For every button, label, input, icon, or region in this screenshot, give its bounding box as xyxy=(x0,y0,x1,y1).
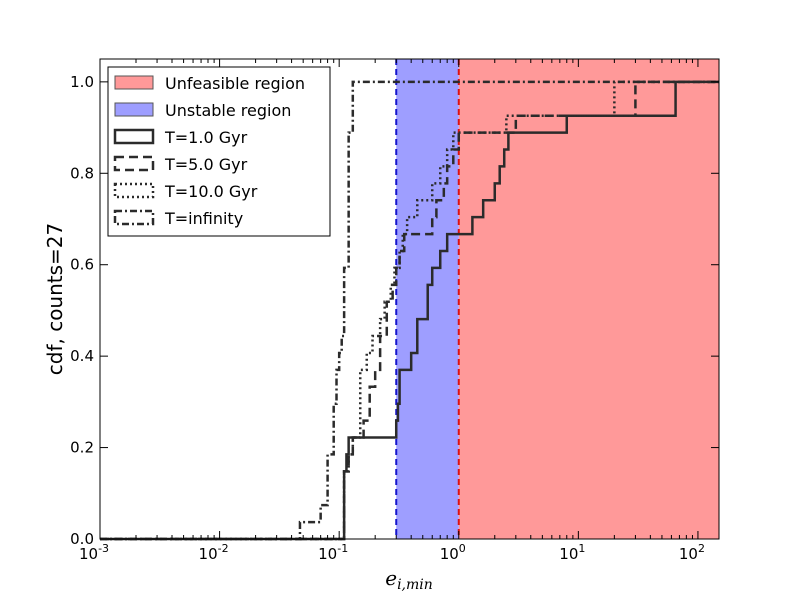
x-tick-label: 10-2 xyxy=(199,542,229,563)
ticks-layer: 10-3 10-2 10-1 100 101 102 0.0 0.2 0.4 0.6 0.8 1.0 xyxy=(70,59,719,563)
y-tick-label: 0.4 xyxy=(70,347,94,365)
x-axis-label-text: ei,min xyxy=(385,566,433,593)
y-tick-label: 0.0 xyxy=(70,530,94,548)
x-tick-label: 10-1 xyxy=(318,542,348,563)
series-line-t-10-0-gyr xyxy=(100,80,719,541)
legend-swatch-t-1-0-gyr xyxy=(113,128,155,145)
unfeasible-region-band xyxy=(458,59,719,539)
legend-swatch-t-infinity xyxy=(113,209,155,226)
legend: Unfeasible region Unstable region T=1.0 Gy… xyxy=(107,66,331,237)
legend-item-unfeasible-region: Unfeasible region xyxy=(114,74,305,93)
y-tick-label: 0.8 xyxy=(70,164,94,182)
legend-swatch-t-5-0-gyr xyxy=(113,155,155,172)
legend-label: T=1.0 Gyr xyxy=(164,128,248,147)
legend-swatch-t-10-0-gyr xyxy=(113,182,155,199)
y-tick-label: 0.6 xyxy=(70,256,94,274)
legend-label: T=5.0 Gyr xyxy=(164,155,248,174)
legend-item-unstable-region: Unstable region xyxy=(114,101,291,120)
regions-layer xyxy=(395,59,719,539)
x-axis-label: ei,min xyxy=(385,566,433,593)
legend-item-t-10-0-gyr: T=10.0 Gyr xyxy=(113,182,258,201)
legend-box xyxy=(107,66,331,237)
series-layer xyxy=(100,80,719,541)
x-tick-label: 10-3 xyxy=(79,542,109,563)
plot-frame xyxy=(99,58,720,540)
y-tick-label: 1.0 xyxy=(70,73,94,91)
legend-swatch-unstable-region xyxy=(114,102,154,117)
legend-swatch-unfeasible-region xyxy=(114,75,154,90)
y-axis-label: cdf, counts=27 xyxy=(43,223,67,376)
legend-label: Unfeasible region xyxy=(165,74,305,93)
legend-item-t-1-0-gyr: T=1.0 Gyr xyxy=(113,128,248,147)
legend-item-t-infinity: T=infinity xyxy=(113,209,243,228)
x-tick-label: 102 xyxy=(679,542,705,563)
series-line-t-infinity xyxy=(100,80,719,541)
legend-label: Unstable region xyxy=(165,101,291,120)
legend-label: T=infinity xyxy=(164,209,243,228)
y-tick-label: 0.2 xyxy=(70,439,94,457)
x-tick-label: 101 xyxy=(559,542,585,563)
x-tick-label: 100 xyxy=(440,542,466,563)
legend-item-t-5-0-gyr: T=5.0 Gyr xyxy=(113,155,248,174)
legend-label: T=10.0 Gyr xyxy=(164,182,258,201)
